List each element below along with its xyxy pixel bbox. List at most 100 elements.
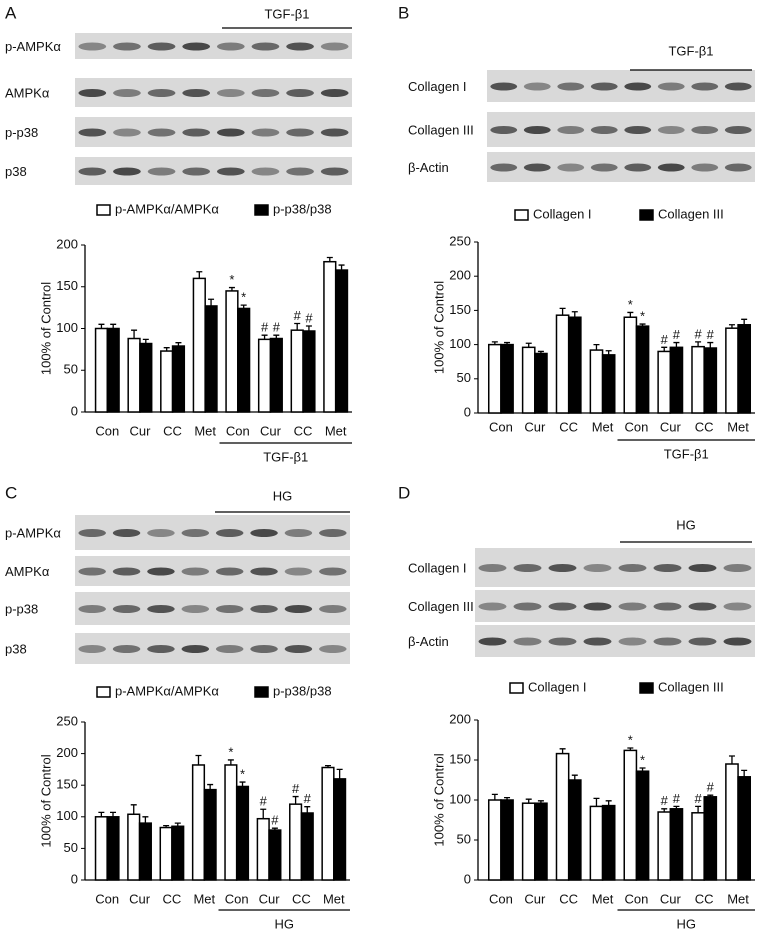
blot-band bbox=[147, 128, 176, 137]
error-bar bbox=[292, 795, 299, 805]
blot-band bbox=[724, 163, 752, 172]
blot-label: p38 bbox=[5, 641, 27, 656]
error-bar bbox=[227, 759, 234, 765]
y-tick-label: 0 bbox=[464, 871, 471, 886]
bar bbox=[521, 802, 536, 881]
error-bar bbox=[271, 827, 278, 831]
bar bbox=[300, 812, 314, 881]
legend-label: Collagen III bbox=[658, 206, 724, 221]
blot-band bbox=[478, 564, 507, 572]
y-tick-label: 250 bbox=[449, 233, 471, 248]
legend-label: Collagen III bbox=[658, 679, 724, 694]
bar bbox=[521, 346, 536, 414]
blot-band bbox=[653, 564, 682, 572]
blot-band bbox=[78, 167, 107, 176]
blot-band bbox=[548, 602, 577, 611]
annotation: # bbox=[707, 327, 715, 342]
x-tick-label: Con bbox=[226, 423, 250, 438]
error-bar bbox=[707, 341, 714, 349]
blot-band bbox=[688, 602, 717, 611]
error-bar bbox=[728, 324, 735, 329]
error-bar bbox=[661, 346, 668, 352]
x-tick-label: CC bbox=[292, 891, 311, 906]
x-tick-label: Cur bbox=[259, 891, 281, 906]
bar bbox=[224, 764, 238, 881]
blot-band bbox=[284, 645, 313, 653]
error-bar bbox=[142, 338, 149, 344]
blot-band bbox=[284, 567, 313, 576]
bar bbox=[487, 343, 502, 414]
blot-band bbox=[216, 89, 245, 97]
error-bar bbox=[695, 805, 702, 813]
x-tick-label: CC bbox=[163, 891, 182, 906]
bar bbox=[534, 352, 548, 414]
blot-band bbox=[513, 602, 542, 611]
blot-band bbox=[215, 567, 244, 576]
x-tick-label: Met bbox=[592, 891, 614, 906]
legend-label: Collagen I bbox=[528, 679, 587, 694]
blot-band bbox=[319, 529, 347, 537]
blot-band bbox=[286, 42, 314, 51]
blot-label: p-AMPKα bbox=[5, 525, 61, 540]
error-bar bbox=[559, 307, 566, 316]
error-bar bbox=[661, 808, 668, 812]
y-tick-label: 150 bbox=[449, 302, 471, 317]
error-bar bbox=[571, 311, 578, 318]
bar bbox=[635, 770, 650, 881]
x-tick-label: CC bbox=[294, 423, 313, 438]
blot-band bbox=[723, 637, 752, 646]
error-bar bbox=[195, 754, 202, 765]
annotation: # bbox=[294, 308, 302, 323]
bar bbox=[139, 342, 153, 413]
legend-swatch bbox=[96, 204, 111, 216]
bar bbox=[691, 345, 705, 414]
annotation: # bbox=[694, 791, 702, 806]
x-tick-label: CC bbox=[163, 423, 182, 438]
x-tick-label: Met bbox=[727, 419, 749, 434]
legend-label: p-p38/p38 bbox=[273, 201, 332, 216]
blot-band bbox=[590, 163, 618, 172]
error-bar bbox=[707, 794, 714, 797]
blot-band bbox=[147, 529, 175, 537]
blot-band bbox=[657, 126, 685, 134]
blot-band bbox=[724, 82, 752, 91]
y-tick-label: 200 bbox=[56, 236, 78, 251]
blot-label: Collagen I bbox=[408, 79, 467, 94]
blot-band bbox=[320, 128, 349, 137]
bar bbox=[290, 329, 304, 413]
blot-band bbox=[691, 126, 719, 134]
y-tick-label: 200 bbox=[449, 711, 471, 726]
blot-band bbox=[78, 567, 106, 576]
blot-band bbox=[182, 42, 211, 51]
annotation: * bbox=[241, 290, 246, 305]
blot-band bbox=[78, 605, 106, 613]
blot-band bbox=[618, 564, 647, 572]
error-bar bbox=[130, 804, 137, 815]
blot-band bbox=[548, 564, 577, 572]
x-tick-label: Met bbox=[194, 423, 216, 438]
bar bbox=[302, 330, 316, 413]
legend-swatch bbox=[254, 204, 269, 216]
panel-letter: A bbox=[5, 3, 17, 22]
blot-band bbox=[319, 645, 347, 653]
blot-band bbox=[513, 637, 542, 646]
x-tick-label: CC bbox=[559, 891, 578, 906]
error-bar bbox=[175, 342, 182, 347]
blot-band bbox=[147, 605, 175, 613]
bar bbox=[94, 816, 108, 881]
blot-band bbox=[583, 637, 612, 646]
error-bar bbox=[559, 748, 566, 754]
blot-band bbox=[583, 564, 612, 572]
annotation: # bbox=[271, 813, 279, 828]
error-bar bbox=[525, 798, 532, 804]
blot-label: p-p38 bbox=[5, 601, 38, 616]
blot-band bbox=[78, 529, 106, 537]
blot-band bbox=[490, 163, 518, 172]
error-bar bbox=[196, 271, 203, 279]
blot-band bbox=[723, 564, 752, 572]
x-tick-label: Con bbox=[95, 891, 119, 906]
y-tick-label: 250 bbox=[56, 713, 78, 728]
blot-band bbox=[147, 42, 176, 51]
blot-band bbox=[182, 89, 211, 97]
blot-band bbox=[250, 605, 278, 613]
